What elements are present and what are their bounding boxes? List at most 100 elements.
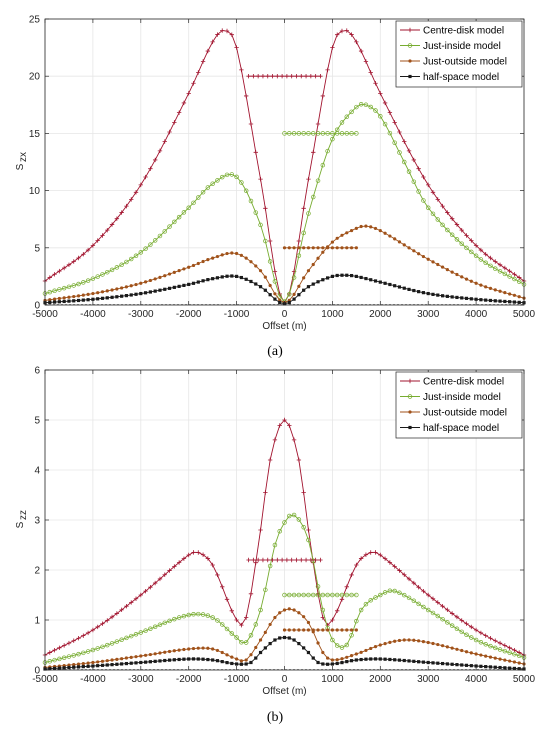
data-point-half [321,278,325,282]
data-point-half [235,274,239,278]
disk-marker-centre [251,74,256,79]
data-point-outside [292,292,296,296]
data-point-half [397,658,402,662]
data-point-centre [176,110,182,115]
data-point-inside [330,136,335,142]
data-point-outside [311,262,315,267]
data-point-inside [253,210,259,215]
data-point-centre [71,259,76,264]
data-point-centre [435,197,440,202]
data-point-half [254,282,258,286]
data-point-outside [431,641,435,646]
data-point-inside [152,238,158,243]
data-point-inside [301,230,306,236]
data-point-outside [498,289,502,293]
data-point-half [479,664,483,668]
data-point-inside [416,189,421,194]
data-point-inside [493,645,498,651]
disk-marker-outside [321,628,325,632]
disk-marker-inside [315,592,321,598]
disk-marker-outside [354,628,358,632]
data-point-outside [445,645,449,649]
data-point-inside [354,104,359,110]
data-point-outside [48,298,52,302]
data-point-centre [95,238,100,243]
data-point-centre [76,636,81,641]
data-point-inside [162,620,168,626]
disk-marker-outside [302,246,306,250]
disk-marker-inside [330,592,335,598]
data-point-half [388,657,392,662]
legend-label: half-space model [423,72,499,83]
data-point-half [440,294,445,298]
data-point-outside [302,615,306,619]
disk-outside [282,246,358,250]
data-point-half [436,293,440,297]
data-point-centre [334,608,340,614]
data-point-half [431,661,435,665]
data-point-outside [196,261,200,266]
data-point-inside [143,628,148,633]
data-point-outside [177,648,181,652]
data-point-outside [359,650,363,654]
x-tick-label: 4000 [465,309,488,320]
data-point-half [474,297,478,301]
legend-item-centre: Centre-disk model [400,26,504,37]
disk-marker-inside [354,131,359,136]
data-point-half [143,291,148,295]
data-point-inside [90,276,96,281]
data-point-outside [115,657,119,661]
data-point-inside [483,260,488,266]
y-axis-label-main: S [15,163,26,170]
data-point-centre [339,28,345,34]
legend-box [395,371,523,439]
data-point-inside [392,140,397,145]
data-point-outside [158,651,162,655]
data-point-outside [369,225,373,229]
data-point-centre [306,176,311,182]
data-point-inside [277,529,282,534]
disk-marker-inside [325,592,330,598]
data-point-centre [454,222,460,227]
data-point-centre [325,67,330,73]
disk-marker-outside [292,628,296,632]
data-point-half [450,295,454,299]
data-point-outside [110,658,114,662]
data-point-inside [378,113,383,119]
data-point-half [52,300,57,304]
data-point-centre [291,437,297,443]
data-point-centre [473,243,479,248]
data-point-inside [344,114,350,120]
data-point-half [421,660,426,664]
data-point-centre [267,457,273,463]
data-point-inside [186,612,191,618]
data-point-inside [61,655,67,660]
x-tick-label: -5000 [32,674,58,685]
data-point-half [196,280,200,284]
data-point-outside [206,646,210,650]
data-point-outside [139,654,143,658]
y-axis-label-main: S [15,521,26,528]
data-point-outside [148,652,152,657]
disk-marker-centre [265,557,270,563]
data-point-outside [110,288,114,292]
data-point-centre [124,603,129,609]
data-point-centre [440,603,445,609]
data-point-half [493,665,497,669]
data-point-half [488,298,493,303]
data-point-centre [277,423,282,428]
data-point-inside [402,159,407,165]
data-point-centre [469,624,474,630]
data-point-half [503,666,507,670]
disk-marker-inside [310,592,316,598]
data-point-outside [354,226,358,230]
data-point-inside [435,613,441,619]
series-inside [42,512,527,665]
data-point-half [220,660,224,664]
data-point-centre [282,417,287,423]
data-point-inside [397,150,402,155]
data-point-half [345,273,349,277]
disk-marker-centre [275,74,280,79]
data-point-inside [172,616,177,622]
data-point-inside [267,563,273,569]
